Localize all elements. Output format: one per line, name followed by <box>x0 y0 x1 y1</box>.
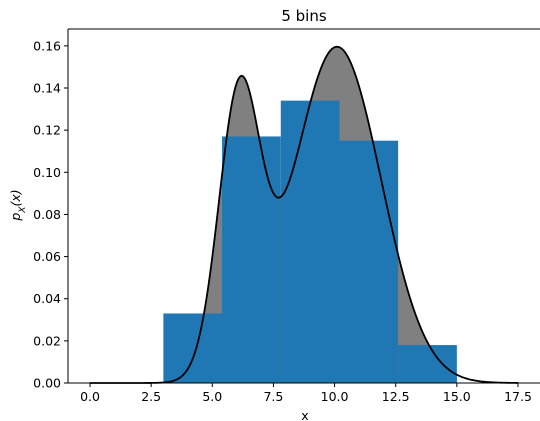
y-axis-label: pX(x) <box>8 189 28 221</box>
x-tick-label: 7.5 <box>263 389 283 404</box>
y-tick-label: 0.02 <box>33 333 61 348</box>
x-tick-label: 10.0 <box>321 389 349 404</box>
x-tick-label: 0.0 <box>80 389 100 404</box>
y-tick-label: 0.06 <box>33 249 61 264</box>
histogram-bar <box>163 313 223 383</box>
y-tick-label: 0.00 <box>33 376 61 391</box>
x-tick-label: 15.0 <box>443 389 471 404</box>
x-tick-label: 5.0 <box>202 389 222 404</box>
y-tick-label: 0.04 <box>33 291 61 306</box>
chart-title: 5 bins <box>281 7 327 25</box>
x-tick-label: 2.5 <box>141 389 161 404</box>
histogram-bar <box>339 140 399 383</box>
x-axis-label: x <box>301 408 308 421</box>
x-ticks: 0.0 2.5 5.0 7.5 10.0 12.5 15.0 17.5 <box>80 383 532 404</box>
histogram-bars <box>163 100 457 383</box>
y-tick-label: 0.16 <box>33 38 61 53</box>
y-tick-label: 0.08 <box>33 207 61 222</box>
y-tick-label: 0.14 <box>33 81 61 96</box>
y-tick-label: 0.10 <box>33 165 61 180</box>
histogram-bar <box>398 345 457 383</box>
y-ticks: 0.00 0.02 0.04 0.06 0.08 0.10 0.12 0.14 0.16 <box>33 38 68 391</box>
y-tick-label: 0.12 <box>33 123 61 138</box>
histogram-bar <box>280 100 340 383</box>
histogram-bar <box>222 136 281 383</box>
x-tick-label: 17.5 <box>504 389 532 404</box>
x-tick-label: 12.5 <box>382 389 410 404</box>
